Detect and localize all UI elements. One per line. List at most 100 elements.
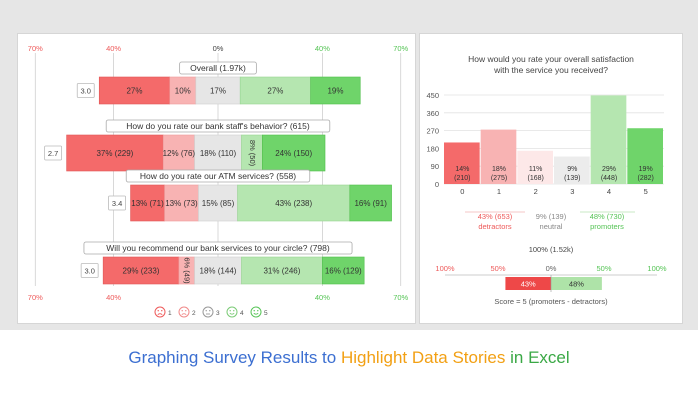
group-value: 48% (730) [590,212,625,221]
bar-value-label: 29% [602,166,616,173]
likert-segment-label: 10% [175,87,191,96]
likert-bar-segment [310,76,361,105]
nps-chart-panel: How would you rate your overall satisfac… [419,33,683,324]
face-mouth [181,313,187,315]
caption-part-3: in Excel [505,348,570,367]
score-formula: Score = 5 (promoters - detractors) [494,297,608,306]
likert-segment-label: 18% (144) [200,267,237,276]
likert-bar-segment [194,134,242,172]
nps-promoter-bar [551,277,602,290]
likert-bar-segment [262,134,326,172]
likert-bar-segment [98,76,171,105]
likert-bar-segment [322,256,365,285]
histogram-bar [590,95,627,184]
caption-part-1: Graphing Survey Results to [128,348,341,367]
axis-tick-label-bottom: 40% [315,293,330,302]
likert-bar-segment [162,134,195,172]
y-tick-label: 0 [435,180,439,189]
x-tick-label: 0 [460,187,464,196]
face-eye [229,310,231,312]
face-outline [154,306,166,318]
likert-bar-segment [241,256,323,285]
group-value: 9% (139) [536,212,567,221]
mean-score-label: 2.7 [48,149,58,158]
nps-detractor-bar [505,277,551,290]
likert-segment-label: 8% (50) [248,140,257,167]
y-tick-label: 360 [426,109,439,118]
caption: Graphing Survey Results to Highlight Dat… [0,348,698,368]
face-eye [181,310,183,312]
mean-score-label: 3.0 [81,87,91,96]
nps-axis-label: 100% [647,264,667,273]
nps-promoter-label: 48% [569,280,584,289]
question-title-box [125,169,311,183]
face-mouth [229,312,235,315]
face-eye [205,310,207,312]
likert-bar-segment [130,184,165,222]
sad-face-icon [178,306,190,318]
x-tick-label: 2 [534,187,538,196]
question-title-box [105,119,331,133]
very-happy-face-icon [250,306,262,318]
bar-value-label: (168) [527,175,543,182]
likert-segment-label: 16% (91) [354,199,387,208]
axis-tick-label-bottom: 70% [393,293,408,302]
likert-segment-label: 31% (246) [263,267,300,276]
face-eye [209,310,211,312]
happy-face-icon [226,306,238,318]
group-name: neutral [540,222,563,231]
face-eye [157,310,159,312]
bar-value-label: 9% [567,166,577,173]
legend-label: 2 [192,310,196,317]
nps-axis-label: 50% [596,264,611,273]
legend-label: 4 [240,310,244,317]
likert-bar-segment [66,134,164,172]
likert-bar-segment [169,76,197,105]
legend-label: 5 [264,310,268,317]
chart-title: How would you rate your overall satisfac… [468,54,634,75]
question-title: How do you rate our ATM services? (558) [140,171,296,181]
total-label: 100% (1.52k) [529,245,574,254]
question-title: Overall (1.97k) [190,63,246,73]
bar-value-label: 19% [639,166,653,173]
nps-axis-label: 50% [490,264,505,273]
question-title-box [179,61,257,75]
face-mouth [157,313,163,315]
mean-score-box [44,145,63,161]
histogram-bar [627,128,663,184]
x-tick-label: 1 [497,187,501,196]
face-eye [233,310,235,312]
legend-label: 3 [216,310,220,317]
face-eye [185,310,187,312]
likert-bar-segment [164,184,199,222]
axis-tick-label-top: 70% [393,44,408,53]
mean-score-box [80,263,99,278]
axis-tick-label-top: 40% [315,44,330,53]
y-tick-label: 180 [426,144,439,153]
likert-segment-label: 6% (49) [183,257,192,284]
likert-chart-panel: 70% 40% 0% 40% 70% 70% 40% 40% 70% 27% 10% 17% 27% 19… [17,33,416,324]
likert-segment-label: 17% [210,87,226,96]
likert-segment-label: 13% (73) [165,199,198,208]
histogram-bar [554,156,590,184]
mean-score-box [76,83,95,98]
bar-value-label: (210) [454,175,470,182]
face-eye [253,310,255,312]
neutral-face-icon [202,306,214,318]
bar-value-label: 18% [492,166,506,173]
x-tick-label: 5 [644,187,648,196]
group-name: promoters [590,222,624,231]
x-tick-label: 4 [607,187,611,196]
likert-segment-label: 43% (238) [275,199,312,208]
axis-tick-label-top: 70% [28,44,43,53]
likert-bar-segment [237,184,351,222]
axis-tick-label-top: 0% [213,44,224,53]
bar-value-label: (448) [601,175,617,182]
bar-value-label: 11% [529,166,543,173]
bar-value-label: (139) [564,175,580,182]
likert-chart: 70% 40% 0% 40% 70% 70% 40% 40% 70% 27% 10% 17% 27% 19… [28,44,409,318]
likert-bar-segment [198,184,238,222]
y-tick-label: 90 [431,162,439,171]
likert-bar-segment [349,184,392,222]
mean-score-label: 3.4 [112,199,122,208]
